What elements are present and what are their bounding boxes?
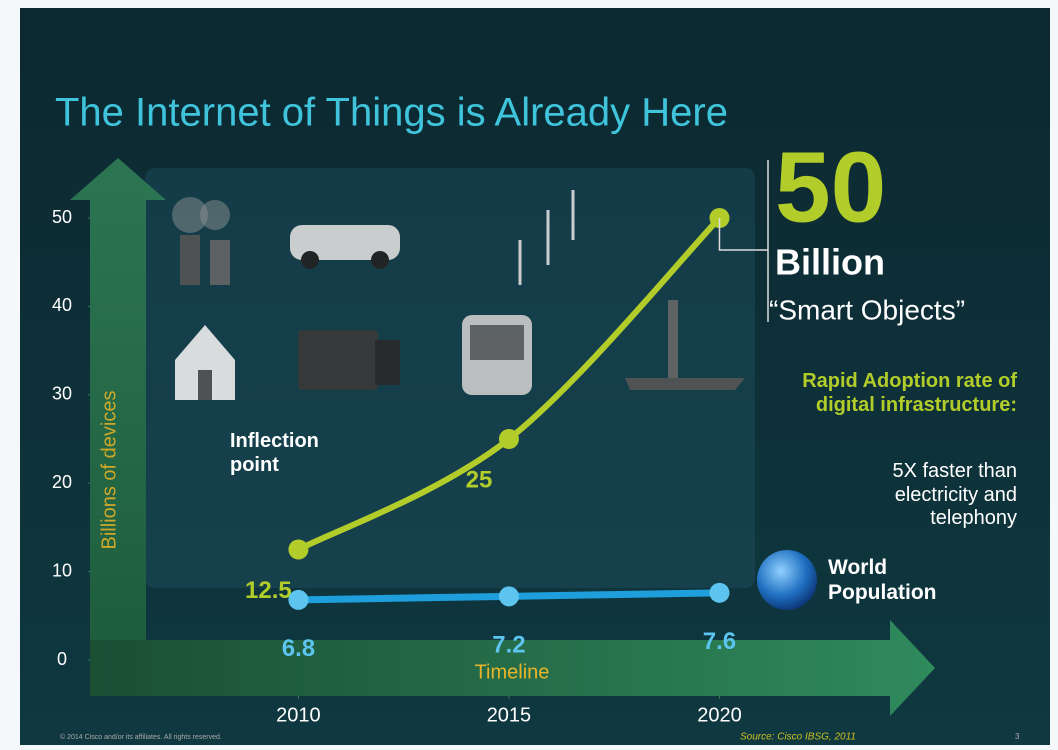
headline-number: 50	[775, 131, 886, 243]
page-number: 3	[1015, 732, 1020, 741]
adoption-body: 5X faster than electricity and telephony	[892, 460, 1017, 530]
globe-icon	[757, 550, 817, 610]
y-tick-label: 0	[57, 649, 67, 669]
y-tick-label: 50	[52, 207, 72, 227]
value-label: 7.6	[703, 628, 736, 655]
y-tick-label: 30	[52, 384, 72, 404]
image-panel	[145, 168, 755, 588]
population-label: World Population	[828, 556, 937, 604]
y-tick-label: 40	[52, 295, 72, 315]
source: Source: Cisco IBSG, 2011	[740, 732, 856, 743]
data-point	[498, 586, 519, 607]
data-point	[288, 539, 309, 560]
x-tick-label: 2010	[276, 704, 321, 726]
headline-unit: Billion	[775, 242, 885, 283]
value-label: 12.5	[245, 577, 292, 604]
copyright: © 2014 Cisco and/or its affiliates. All …	[60, 733, 222, 741]
x-axis-label: Timeline	[475, 661, 550, 683]
data-point	[498, 429, 519, 449]
callout-connector	[718, 218, 768, 251]
y-tick-label: 20	[52, 472, 72, 492]
x-tick-label: 2020	[697, 704, 742, 726]
inflection-label: Inflection point	[230, 430, 319, 476]
data-point	[288, 589, 309, 610]
x-tick-label: 2015	[487, 704, 532, 726]
adoption-heading: Rapid Adoption rate of digital infrastru…	[802, 370, 1017, 416]
x-arrow	[90, 620, 935, 716]
y-axis-label: Billions of devices	[98, 391, 120, 550]
value-label: 7.2	[492, 632, 525, 659]
y-arrow	[70, 158, 166, 695]
value-label: 25	[466, 466, 493, 493]
value-label: 6.8	[282, 635, 315, 662]
data-point	[709, 582, 730, 603]
headline-caption: “Smart Objects”	[769, 294, 965, 325]
icons	[172, 190, 745, 400]
y-tick-label: 10	[52, 560, 72, 580]
chart-title: The Internet of Things is Already Here	[55, 91, 728, 135]
